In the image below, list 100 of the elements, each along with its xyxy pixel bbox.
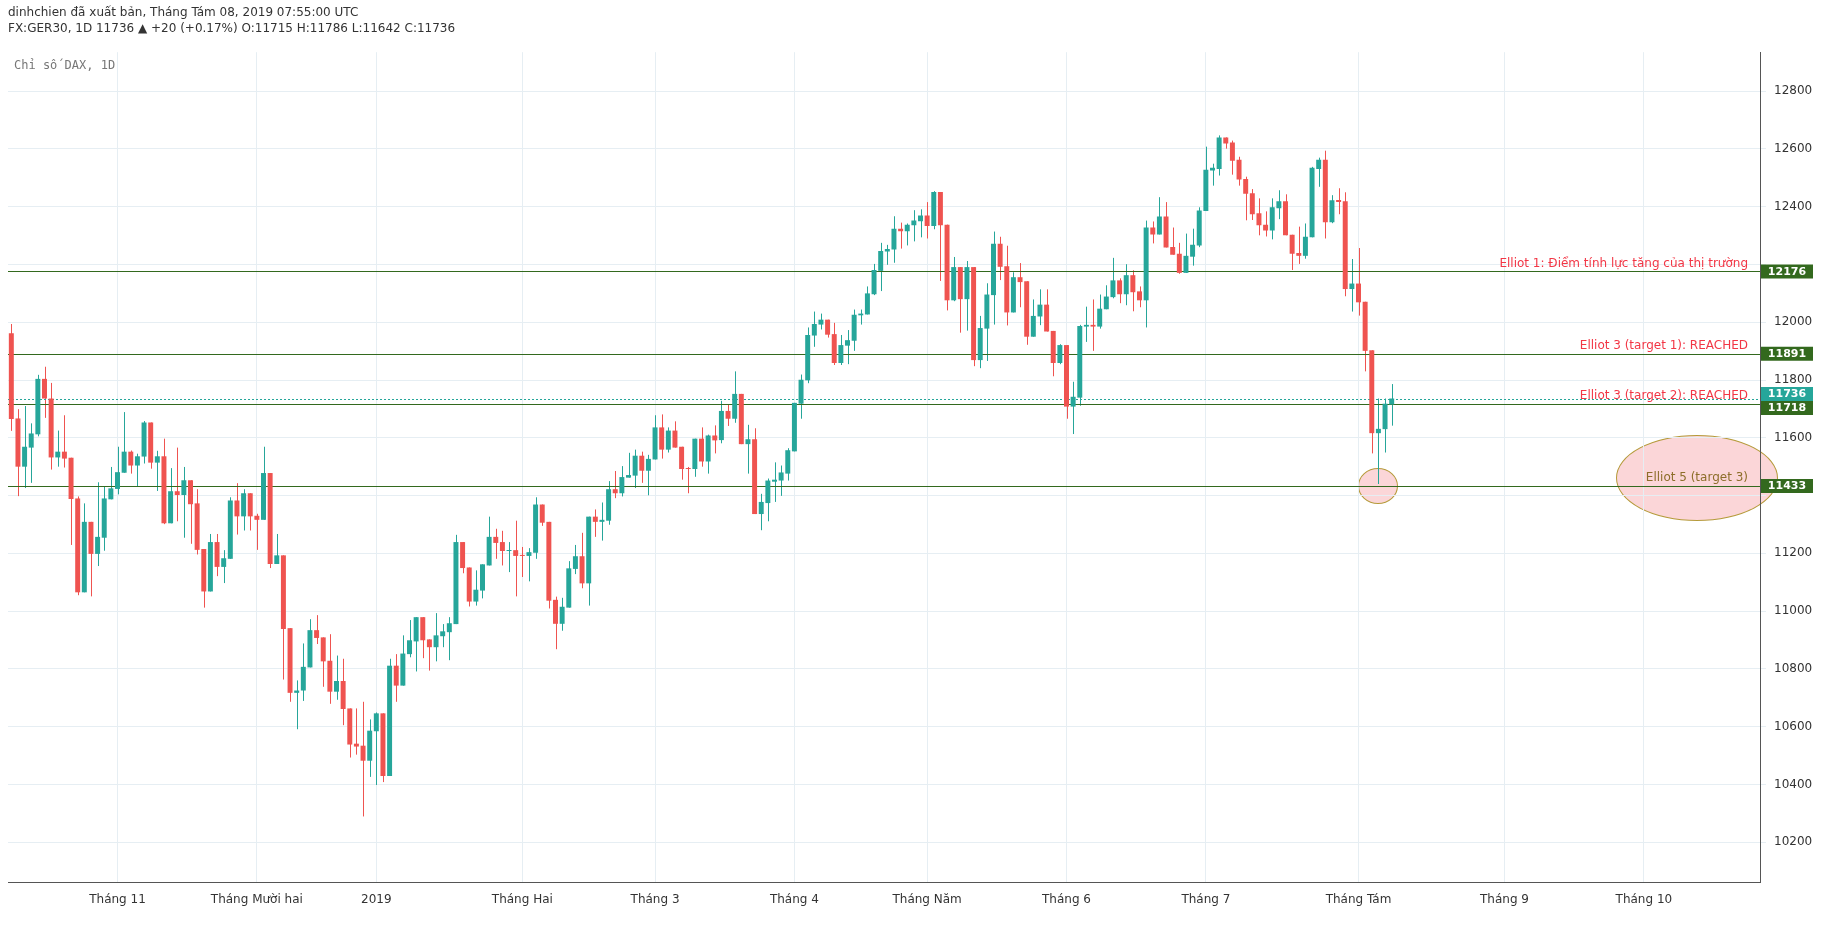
- candlestick: [499, 530, 505, 566]
- candlestick: [845, 329, 850, 365]
- annotation: Elliot 3 (target 2): REACHED: [1579, 387, 1748, 402]
- candlestick: [234, 482, 240, 536]
- candlestick: [360, 701, 366, 817]
- ref-line-label: 11433: [1767, 479, 1807, 493]
- y-tick-label: 12400: [1774, 198, 1813, 213]
- ref-line-label: 11891: [1767, 347, 1807, 361]
- candlestick: [1190, 228, 1196, 267]
- candlestick: [1176, 242, 1182, 275]
- candlestick: [1156, 196, 1162, 235]
- candlestick: [672, 420, 678, 449]
- candlestick: [420, 616, 426, 659]
- candlestick: [115, 446, 120, 495]
- candlestick: [639, 451, 645, 484]
- candlestick: [1123, 263, 1129, 306]
- x-tick-label: Tháng 9: [1479, 891, 1529, 906]
- candlestick: [373, 711, 379, 786]
- candlestick: [612, 470, 618, 499]
- candlestick: [61, 414, 67, 469]
- candlestick: [154, 450, 160, 492]
- candlestick: [745, 424, 751, 475]
- candlestick: [572, 544, 578, 575]
- ref-line-label: 12176: [1767, 264, 1807, 278]
- candlestick: [247, 492, 253, 532]
- ref-line-label: 11736: [1767, 387, 1807, 401]
- candlestick: [42, 366, 47, 419]
- x-tick-label: Tháng 4: [768, 891, 819, 906]
- candlestick: [1097, 294, 1103, 330]
- x-tick-label: Tháng 10: [1614, 891, 1673, 906]
- annotation: Elliot 3 (target 1): REACHED: [1579, 337, 1748, 352]
- candlestick: [334, 655, 339, 701]
- candlestick: [188, 479, 193, 545]
- candlestick: [1210, 163, 1215, 187]
- candlestick: [314, 614, 320, 645]
- candlestick: [619, 465, 625, 497]
- candlestick: [1229, 140, 1235, 176]
- candlestick: [924, 201, 930, 239]
- y-tick-label: 10200: [1774, 834, 1813, 849]
- ref-line-label: 11718: [1767, 401, 1807, 415]
- candlestick: [300, 642, 306, 702]
- candlestick: [1336, 187, 1342, 215]
- candlestick: [526, 547, 532, 582]
- candlestick: [665, 426, 671, 454]
- candlestick: [22, 405, 28, 489]
- candlestick: [473, 569, 479, 607]
- x-tick-label: Tháng Hai: [490, 891, 553, 906]
- candlestick: [838, 334, 844, 366]
- candlestick: [685, 466, 691, 494]
- y-tick-label: 11800: [1774, 372, 1813, 387]
- chart-title: dinhchien đã xuất bản, Tháng Tám 08, 2019 07:55:00 UTC: [7, 4, 360, 20]
- y-tick-label: 12800: [1774, 83, 1813, 98]
- y-tick-label: 11200: [1774, 545, 1813, 560]
- candlestick: [891, 215, 897, 264]
- candlestick: [128, 450, 134, 475]
- candlestick: [407, 619, 412, 658]
- candlestick: [320, 636, 326, 688]
- x-tick-label: Tháng 7: [1180, 891, 1231, 906]
- candlestick: [1356, 247, 1361, 317]
- annotation: Elliot 5 (target 3): [1645, 470, 1748, 485]
- candlestick: [221, 549, 227, 584]
- annotation: Chỉ số DAX, 1D: [14, 58, 116, 73]
- y-tick-label: 12600: [1774, 141, 1813, 156]
- annotation: Elliot 1: Điểm tính lực tăng của thị trường: [1499, 255, 1748, 270]
- candlestick: [904, 222, 910, 246]
- candlestick: [864, 285, 870, 315]
- candlestick: [772, 461, 777, 503]
- candlestick: [553, 596, 558, 650]
- candlestick: [241, 488, 247, 532]
- candlestick: [592, 508, 598, 538]
- candlestick: [493, 528, 499, 560]
- x-tick-label: Tháng 6: [1041, 891, 1091, 906]
- candlestick: [626, 452, 631, 479]
- y-tick-label: 11000: [1774, 603, 1813, 618]
- candlestick: [181, 466, 187, 539]
- candlestick: [513, 520, 519, 597]
- candlestick: [174, 447, 180, 522]
- candlestick: [599, 501, 605, 542]
- candlestick: [519, 546, 525, 578]
- candlestick: [506, 541, 512, 573]
- candlestick: [699, 426, 704, 468]
- candlestick: [1130, 269, 1136, 312]
- candlestick: [1083, 306, 1089, 343]
- candlestick: [95, 481, 101, 567]
- candlestick: [1030, 298, 1036, 338]
- candlestick: [725, 403, 731, 427]
- candlestick: [353, 707, 359, 756]
- y-tick-label: 12000: [1774, 314, 1813, 329]
- candlestick: [1170, 227, 1176, 256]
- candlestick: [254, 513, 260, 551]
- candlestick: [1137, 285, 1142, 308]
- candlestick: [134, 453, 140, 487]
- candlestick: [426, 638, 432, 672]
- candlestick: [918, 208, 923, 238]
- x-tick-label: Tháng Mười hai: [209, 891, 303, 906]
- x-tick-label: Tháng Năm: [891, 891, 962, 906]
- y-tick-label: 10600: [1774, 718, 1813, 733]
- candlestick: [1117, 277, 1123, 304]
- candlestick: [1349, 258, 1355, 313]
- y-tick-label: 10400: [1774, 776, 1813, 791]
